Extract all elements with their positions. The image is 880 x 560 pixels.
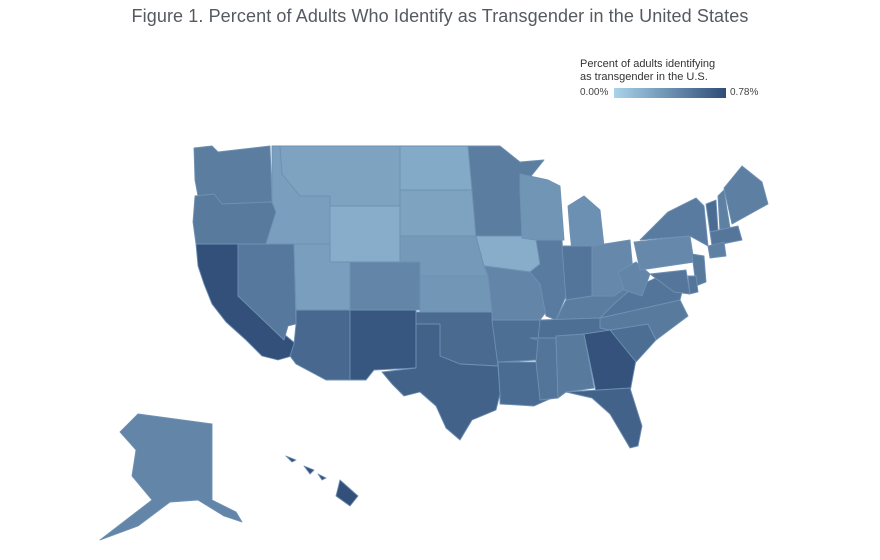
state-fl [565,387,643,449]
legend-title: Percent of adults identifying as transge… [580,58,716,83]
state-co [349,261,421,311]
state-al [555,333,595,399]
state-pa [633,235,695,271]
state-nc [599,299,689,341]
legend-scale: 0.00% 0.78% [580,86,770,100]
state-wv [617,261,651,297]
state-ny [639,197,709,247]
state-wy [329,205,401,263]
states-layer [99,145,769,541]
figure-title: Figure 1. Percent of Adults Who Identify… [131,6,749,26]
state-md [649,269,691,295]
legend-max-label: 0.78% [730,87,759,98]
state-in [561,245,593,301]
state-nm [349,309,417,381]
state-sd [399,189,477,237]
legend-min-label: 0.00% [580,87,609,98]
state-nd [399,145,473,191]
state-ks [419,275,493,313]
state-ma [709,225,743,247]
state-ct [707,241,727,259]
state-mi [567,195,605,253]
state-wi [519,173,565,241]
state-ar [491,319,541,367]
state-tx [381,323,501,441]
state-me [723,165,769,225]
state-vt [705,199,719,233]
state-ak [99,413,243,541]
legend-gradient-bar [614,88,726,98]
legend: Percent of adults identifying as transge… [580,58,770,100]
state-hi [285,455,359,507]
state-az [289,309,351,381]
